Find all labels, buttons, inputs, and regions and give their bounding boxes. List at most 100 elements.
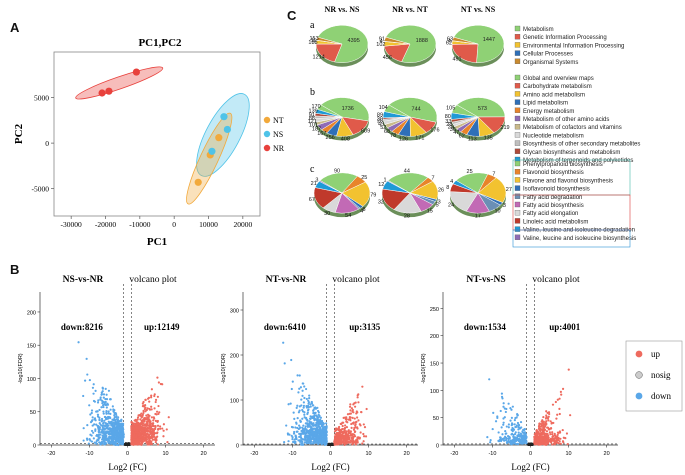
volcano-point-up	[542, 415, 545, 419]
volcano-point-down	[96, 424, 100, 428]
volcano-point-down	[117, 426, 120, 429]
volcano-point-down	[104, 435, 107, 438]
pca-xtick-label: 10000	[199, 220, 218, 229]
volcano-point-up	[549, 437, 553, 440]
volcano-point-up	[146, 440, 150, 443]
volcano-point-up	[545, 430, 549, 433]
volcano-point-down	[507, 423, 510, 426]
pie-legend-label: Fatty acid elongation	[523, 211, 578, 217]
volcano-point-down	[113, 416, 116, 419]
volcano-point-up	[543, 429, 546, 432]
pie-legend-label: Biosynthesis of other secondary metaboli…	[523, 142, 640, 148]
volcano-point-up	[153, 407, 156, 410]
volcano-point-up	[339, 439, 342, 442]
volcano-point-up	[551, 437, 554, 440]
volcano-point-up	[539, 429, 542, 433]
pie-slice-label: 54	[345, 213, 351, 219]
pie-slice-label: 7	[492, 172, 495, 178]
volcano-point-up	[140, 423, 143, 426]
pie-slice	[456, 97, 506, 118]
pie-slice	[316, 104, 343, 118]
volcano-point-up	[156, 395, 159, 398]
volcano-point-up	[542, 436, 545, 439]
volcano-point-down	[508, 441, 511, 444]
volcano-point-down	[507, 437, 510, 440]
volcano-point-up	[143, 407, 146, 411]
volcano-point-up	[561, 387, 565, 391]
volcano-point-down	[309, 417, 312, 420]
volcano-point-up	[143, 424, 146, 427]
pie-slice	[316, 36, 343, 45]
pie-slice-label: 456	[383, 55, 392, 61]
volcano-point-down	[98, 416, 101, 419]
volcano-point-down	[500, 438, 504, 441]
volcano-point-up	[549, 433, 552, 436]
volcano-point-up	[347, 429, 350, 432]
volcano-point-up	[536, 435, 539, 438]
volcano-point-down	[321, 440, 324, 443]
pie-slice-label: 68	[384, 129, 390, 135]
volcano-point-down	[98, 428, 101, 431]
volcano-point-down	[105, 393, 108, 396]
volcano-point-down	[511, 432, 514, 435]
pie-slice-label: 27	[506, 187, 512, 193]
volcano-point-down	[513, 442, 516, 445]
volcano-point-up	[146, 427, 149, 430]
volcano-point-down	[85, 357, 88, 360]
volcano-point-down	[511, 405, 514, 408]
volcano-point-down	[512, 435, 515, 438]
volcano-point-down	[503, 407, 506, 410]
volcano-point-up	[560, 393, 563, 396]
volcano-point-up	[146, 407, 149, 410]
pie-slice-label: 8	[446, 185, 449, 191]
pie-slice-label: 4	[448, 38, 451, 44]
pie-slice-label: 79	[370, 193, 376, 199]
pca-ytick-label: -5000	[32, 185, 50, 194]
volcano-point-up	[538, 428, 541, 431]
volcano-point-down	[293, 438, 296, 441]
volcano-ytick-label: 300	[230, 309, 239, 315]
volcano-ylabel: -log10(FDR)	[18, 353, 24, 383]
volcano-point-up	[158, 425, 162, 428]
volcano-point-up	[153, 393, 156, 396]
volcano-point-up	[152, 419, 155, 422]
volcano-point-down	[97, 430, 100, 433]
volcano-point-up	[137, 421, 140, 424]
volcano-point-down	[513, 419, 516, 422]
volcano-point-down	[283, 441, 286, 444]
pie-slice-label: 80	[445, 114, 451, 120]
volcano-point-down	[309, 403, 312, 406]
volcano-point-down	[507, 426, 510, 429]
volcano-point-up	[357, 393, 360, 396]
pie-slice-label: 78	[390, 133, 396, 139]
volcano-point-down	[320, 442, 324, 445]
volcano-point-up	[131, 422, 134, 425]
volcano-point-down	[307, 435, 310, 438]
volcano-point-down	[92, 437, 95, 440]
volcano-point-up	[130, 427, 133, 430]
volcano-point-down	[312, 422, 315, 425]
volcano-ytick-label: 100	[430, 389, 439, 395]
volcano-point-up	[138, 438, 141, 441]
volcano-point-down	[121, 424, 125, 427]
volcano-point-down	[302, 429, 305, 432]
volcano-point-up	[134, 424, 137, 428]
volcano-point-down	[496, 416, 499, 419]
volcano-point-up	[130, 429, 134, 432]
volcano-point-down	[315, 424, 318, 427]
volcano-point-up	[540, 428, 543, 431]
volcano-point-up	[154, 400, 157, 404]
volcano-xtick-label: 20	[404, 451, 410, 457]
pie-slice-label: 188	[308, 40, 317, 46]
volcano-point-down	[91, 416, 94, 419]
volcano-ytick-label: 100	[27, 377, 36, 383]
volcano-point-up	[546, 441, 549, 444]
pie-slice-label: 219	[500, 125, 509, 131]
volcano-points	[282, 341, 368, 446]
volcano-xtick-label: 20	[604, 451, 610, 457]
volcano-up-count: up:3135	[349, 322, 381, 332]
volcano-point-up	[553, 432, 556, 435]
